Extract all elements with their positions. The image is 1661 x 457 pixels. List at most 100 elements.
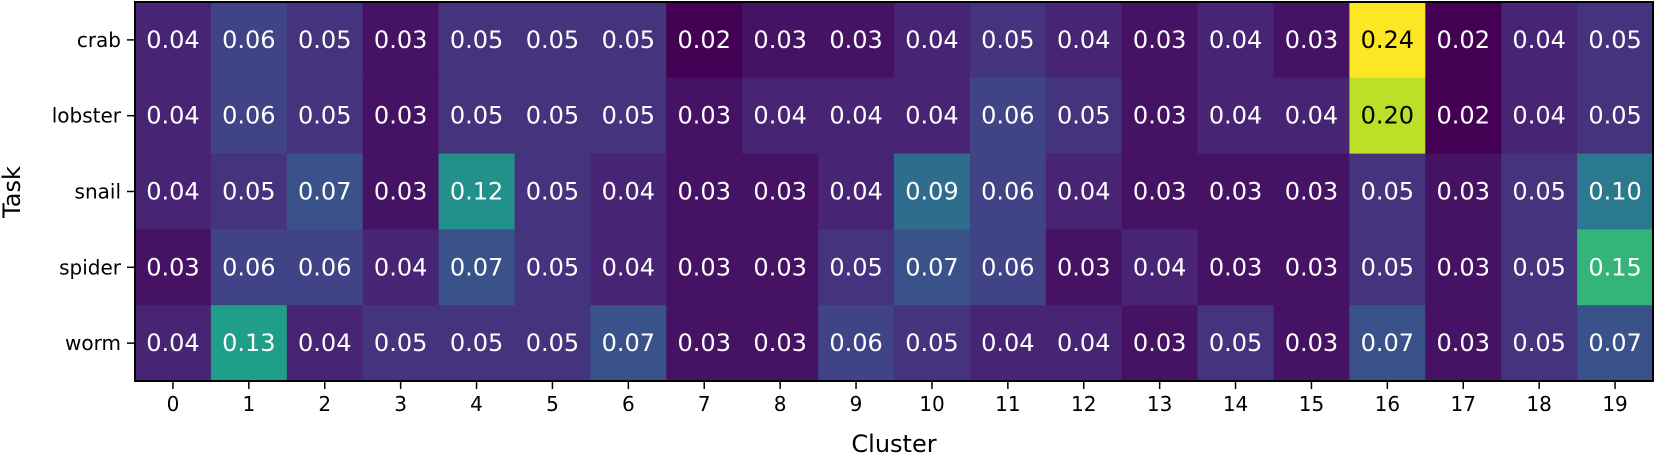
heatmap-cell xyxy=(590,77,667,155)
x-tick-label: 12 xyxy=(1071,392,1096,416)
heatmap-cell xyxy=(1501,153,1578,230)
heatmap-cell xyxy=(1121,2,1199,79)
cell-value-label: 0.04 xyxy=(298,329,351,357)
heatmap-cell xyxy=(1121,77,1199,155)
cell-value-label: 0.03 xyxy=(1133,26,1186,54)
heatmap-cell xyxy=(1045,229,1123,306)
heatmap-cell xyxy=(135,77,212,155)
cell-value-label: 0.05 xyxy=(981,26,1034,54)
heatmap-cell xyxy=(1273,229,1350,306)
cell-value-label: 0.05 xyxy=(1588,102,1641,130)
cell-value-label: 0.04 xyxy=(753,102,806,130)
heatmap-cell xyxy=(1197,229,1275,306)
cell-value-label: 0.03 xyxy=(1437,253,1490,281)
cell-value-label: 0.24 xyxy=(1361,26,1414,54)
heatmap-cell xyxy=(1045,153,1123,230)
cell-value-label: 0.04 xyxy=(829,102,882,130)
heatmap-cell xyxy=(1425,2,1502,79)
heatmap-cell xyxy=(969,153,1047,230)
heatmap-cell xyxy=(894,2,971,79)
cell-value-label: 0.04 xyxy=(146,102,199,130)
heatmap-cell xyxy=(514,305,591,382)
cell-value-label: 0.04 xyxy=(1133,253,1186,281)
cell-value-label: 0.05 xyxy=(526,178,579,206)
x-tick-label: 15 xyxy=(1299,392,1324,416)
y-tick-label: crab xyxy=(77,28,121,52)
cell-value-label: 0.06 xyxy=(222,26,275,54)
heatmap-cell xyxy=(286,153,364,230)
heatmap-cell xyxy=(1121,153,1199,230)
heatmap-cell xyxy=(1577,305,1654,382)
heatmap-cell xyxy=(514,153,591,230)
heatmap-cell xyxy=(1501,77,1578,155)
y-tick-label: worm xyxy=(65,331,121,355)
cell-value-label: 0.04 xyxy=(1209,26,1262,54)
cell-value-label: 0.05 xyxy=(1512,178,1565,206)
heatmap-cell xyxy=(1501,305,1578,382)
cell-value-label: 0.05 xyxy=(450,102,503,130)
y-tick-label: snail xyxy=(75,180,121,204)
cell-value-label: 0.05 xyxy=(1209,329,1262,357)
x-tick-label: 17 xyxy=(1451,392,1476,416)
cell-value-label: 0.04 xyxy=(602,178,655,206)
cell-value-label: 0.06 xyxy=(222,253,275,281)
heatmap-cell xyxy=(969,305,1047,382)
cell-value-label: 0.07 xyxy=(602,329,655,357)
heatmap-cells: 0.04 0.06 0.05 0.03 0.05 0.05 0.05 0.02 0.03 0.03… xyxy=(135,2,1654,382)
x-tick-label: 4 xyxy=(470,392,483,416)
x-axis-label: Cluster xyxy=(851,430,936,457)
x-tick-label: 7 xyxy=(698,392,711,416)
heatmap-cell xyxy=(362,77,440,155)
cell-value-label: 0.03 xyxy=(753,26,806,54)
cell-value-label: 0.04 xyxy=(1512,26,1565,54)
cell-value-label: 0.04 xyxy=(1285,102,1338,130)
heatmap-cell xyxy=(438,2,516,79)
cell-value-label: 0.03 xyxy=(1133,178,1186,206)
cell-value-label: 0.05 xyxy=(450,26,503,54)
cell-value-label: 0.04 xyxy=(1209,102,1262,130)
heatmap-cell xyxy=(969,77,1047,155)
heatmap-cell xyxy=(1197,2,1275,79)
cell-value-label: 0.05 xyxy=(1361,253,1414,281)
cell-value-label: 0.05 xyxy=(1057,102,1110,130)
heatmap-cell xyxy=(590,229,667,306)
x-tick-label: 0 xyxy=(167,392,180,416)
x-tick-label: 19 xyxy=(1602,392,1627,416)
heatmap-cell xyxy=(210,305,288,382)
cell-value-label: 0.04 xyxy=(374,253,427,281)
heatmap-cell xyxy=(590,2,667,79)
heatmap-cell xyxy=(666,77,743,155)
heatmap-cell xyxy=(894,305,971,382)
heatmap-cell xyxy=(666,2,743,79)
heatmap-cell xyxy=(286,77,364,155)
heatmap-cell xyxy=(1273,305,1350,382)
cell-value-label: 0.03 xyxy=(678,102,731,130)
cell-value-label: 0.05 xyxy=(526,26,579,54)
cell-value-label: 0.12 xyxy=(450,178,503,206)
cell-value-label: 0.06 xyxy=(981,102,1034,130)
heatmap-cell xyxy=(1425,305,1502,382)
cell-value-label: 0.07 xyxy=(1588,329,1641,357)
x-tick-label: 9 xyxy=(850,392,863,416)
heatmap-cell xyxy=(286,229,364,306)
heatmap-cell xyxy=(1349,2,1426,79)
cell-value-label: 0.05 xyxy=(602,26,655,54)
cell-value-label: 0.03 xyxy=(1285,253,1338,281)
heatmap-cell xyxy=(742,305,819,382)
heatmap-cell xyxy=(1425,229,1502,306)
heatmap-cell xyxy=(818,153,895,230)
cell-value-label: 0.04 xyxy=(829,178,882,206)
cell-value-label: 0.05 xyxy=(298,26,351,54)
x-tick-label: 3 xyxy=(394,392,407,416)
cell-value-label: 0.05 xyxy=(222,178,275,206)
cell-value-label: 0.03 xyxy=(1437,329,1490,357)
heatmap-cell xyxy=(1501,2,1578,79)
cell-value-label: 0.13 xyxy=(222,329,275,357)
cell-value-label: 0.03 xyxy=(678,178,731,206)
cell-value-label: 0.05 xyxy=(829,253,882,281)
x-tick-label: 10 xyxy=(919,392,944,416)
heatmap-cell xyxy=(969,2,1047,79)
heatmap-cell xyxy=(666,229,743,306)
cell-value-label: 0.03 xyxy=(374,178,427,206)
